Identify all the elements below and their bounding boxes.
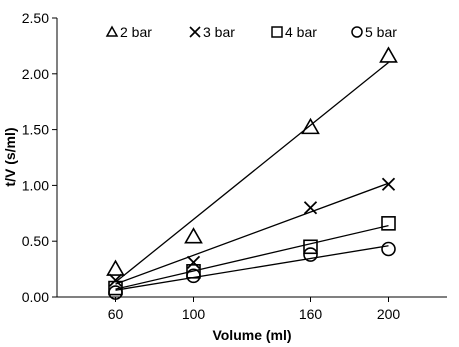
x-ticks: 60 100 160 200 bbox=[108, 297, 401, 322]
y-tick-label: 1.00 bbox=[22, 177, 49, 193]
y-tick-label: 1.50 bbox=[22, 122, 49, 138]
trendline-series-1 bbox=[115, 61, 389, 283]
legend-marker bbox=[351, 26, 363, 38]
legend-label: 3 bar bbox=[203, 24, 235, 40]
y-tick-label: 2.00 bbox=[22, 66, 49, 82]
legend-label: 4 bar bbox=[285, 24, 317, 40]
markers bbox=[106, 46, 398, 300]
y-axis-title: t/V (s/ml) bbox=[2, 127, 18, 186]
data-point-series-1 bbox=[379, 46, 398, 63]
y-tick-label: 2.50 bbox=[22, 10, 49, 26]
legend: 2 bar 3 bar 4 bar 5 bar bbox=[105, 24, 397, 40]
data-point-series-4 bbox=[303, 247, 318, 262]
data-point-series-4 bbox=[186, 268, 201, 284]
x-tick-label: 160 bbox=[299, 306, 323, 322]
legend-item-4: 5 bar bbox=[351, 24, 397, 40]
legend-item-1: 2 bar bbox=[105, 24, 152, 40]
x-tick-label: 100 bbox=[182, 306, 206, 322]
legend-marker bbox=[271, 26, 283, 38]
data-point-series-1 bbox=[301, 117, 320, 135]
trendline-series-2 bbox=[115, 182, 389, 285]
data-point-series-2 bbox=[381, 177, 396, 191]
data-point-series-3 bbox=[303, 239, 318, 255]
legend-label: 5 bar bbox=[365, 24, 397, 40]
x-tick-label: 200 bbox=[377, 306, 401, 322]
trendline-series-3 bbox=[115, 224, 389, 290]
data-point-series-4 bbox=[381, 241, 396, 257]
data-point-series-2 bbox=[108, 273, 123, 287]
trendlines bbox=[115, 61, 389, 291]
x-axis-title: Volume (ml) bbox=[212, 327, 291, 343]
x-tick-label: 60 bbox=[108, 306, 124, 322]
legend-item-3: 4 bar bbox=[271, 24, 317, 40]
y-tick-label: 0.00 bbox=[22, 289, 49, 305]
legend-marker bbox=[105, 25, 119, 37]
data-point-series-2 bbox=[303, 201, 318, 215]
data-point-series-4 bbox=[108, 285, 123, 300]
y-tick-label: 0.50 bbox=[22, 233, 49, 249]
legend-marker bbox=[189, 26, 201, 38]
data-point-series-1 bbox=[184, 227, 203, 244]
legend-label: 2 bar bbox=[120, 24, 152, 40]
data-point-series-3 bbox=[108, 280, 123, 296]
legend-item-2: 3 bar bbox=[189, 24, 235, 40]
y-ticks: 0.00 0.50 1.00 1.50 2.00 2.50 bbox=[22, 10, 57, 305]
data-point-series-3 bbox=[381, 216, 396, 231]
data-point-series-2 bbox=[186, 255, 201, 270]
trendline-series-4 bbox=[115, 245, 389, 291]
data-point-series-3 bbox=[186, 264, 201, 279]
data-point-series-1 bbox=[106, 259, 125, 276]
axes bbox=[56, 18, 447, 298]
